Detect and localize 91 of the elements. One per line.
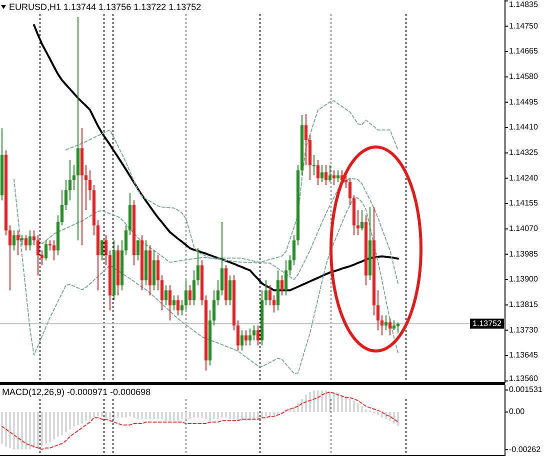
candlestick <box>60 190 64 226</box>
candlestick <box>340 170 344 186</box>
candlestick <box>100 240 104 261</box>
candlestick <box>40 250 44 266</box>
y-tick-label: 1.14835 <box>509 0 538 10</box>
ref-line-label: 1.13752 <box>472 318 502 328</box>
candlestick <box>168 284 172 321</box>
candlestick <box>228 274 232 306</box>
candlestick <box>124 224 128 256</box>
candlestick <box>216 280 220 306</box>
y-tick-label: 1.13560 <box>509 374 538 384</box>
candlestick <box>64 180 68 211</box>
candlestick <box>192 270 196 306</box>
candlestick <box>376 290 380 331</box>
y-tick-label: 1.14665 <box>509 46 538 56</box>
candlestick <box>172 294 176 311</box>
candlestick <box>76 16 80 241</box>
candlestick <box>248 328 252 346</box>
y-tick-label: 1.14495 <box>509 97 538 106</box>
y-tick-label: 0.00 <box>509 407 526 416</box>
y-tick-label: 1.13900 <box>509 274 538 284</box>
y-tick-label: 0.001531 <box>509 385 543 394</box>
y-tick-label: 1.13985 <box>509 249 538 258</box>
candlestick <box>396 322 400 334</box>
candlestick <box>68 160 72 201</box>
y-tick-label: 1.14410 <box>509 122 538 132</box>
line-series <box>14 178 398 374</box>
candlestick <box>84 164 88 211</box>
candlestick <box>16 230 20 256</box>
y-tick-label: 1.14155 <box>509 198 538 208</box>
candlestick <box>184 280 188 311</box>
candlestick <box>20 234 24 246</box>
y-tick-label: 1.13815 <box>509 300 538 310</box>
candlestick <box>44 240 48 261</box>
y-tick-label: 1.14325 <box>509 148 538 158</box>
candlestick <box>88 170 92 201</box>
candlestick <box>160 274 164 311</box>
candlestick <box>256 324 260 346</box>
candlestick <box>252 324 256 341</box>
candlestick <box>272 294 276 313</box>
candlestick <box>12 230 16 251</box>
candlestick <box>176 294 180 316</box>
candlestick <box>268 284 272 306</box>
candlestick <box>28 230 32 251</box>
y-tick-label: 1.14070 <box>509 224 538 234</box>
y-tick-label: 1.13730 <box>509 325 538 334</box>
candlestick <box>344 174 348 189</box>
candlestick <box>292 234 296 266</box>
candlestick <box>24 234 28 251</box>
candlestick <box>280 274 284 296</box>
candlestick <box>240 330 244 352</box>
candlestick <box>36 234 40 276</box>
y-tick-label: 1.14750 <box>509 21 538 30</box>
y-tick-label: -0.00262 <box>509 444 542 454</box>
candlestick <box>136 240 140 261</box>
chart-title: EURUSD,H1 1.13744 1.13756 1.13722 1.13752 <box>9 2 202 12</box>
candlestick <box>48 240 52 251</box>
candlestick <box>236 320 240 352</box>
candlestick <box>356 210 360 236</box>
candlestick <box>324 164 328 186</box>
candlestick <box>328 164 332 183</box>
y-tick-label: 1.14240 <box>509 173 538 182</box>
candlestick <box>212 290 216 326</box>
candlestick <box>304 114 308 166</box>
candlestick <box>380 314 384 336</box>
candlestick <box>284 260 288 296</box>
candlestick <box>188 284 192 306</box>
candlestick <box>288 254 292 276</box>
candlestick <box>312 154 316 176</box>
candlestick <box>264 280 268 306</box>
candlestick <box>164 284 168 306</box>
candlestick <box>32 230 36 246</box>
chart-title: MACD(12,26,9) -0.000971 -0.000698 <box>2 387 151 397</box>
candlestick <box>320 164 324 183</box>
candlestick <box>196 248 200 286</box>
candlestick <box>392 320 396 331</box>
y-tick-label: 1.13645 <box>509 350 538 360</box>
candlestick <box>52 240 56 261</box>
candlestick <box>104 234 108 266</box>
candlestick <box>220 222 224 296</box>
candlestick <box>8 224 12 291</box>
y-tick-label: 1.14580 <box>509 72 538 82</box>
candlestick <box>244 330 248 346</box>
candlestick <box>180 300 184 316</box>
candlestick <box>156 254 160 291</box>
candlestick <box>388 318 392 336</box>
candlestick <box>72 164 76 191</box>
candlestick <box>360 210 364 231</box>
candlestick <box>316 160 320 186</box>
candlestick <box>348 178 352 206</box>
candlestick <box>384 314 388 331</box>
